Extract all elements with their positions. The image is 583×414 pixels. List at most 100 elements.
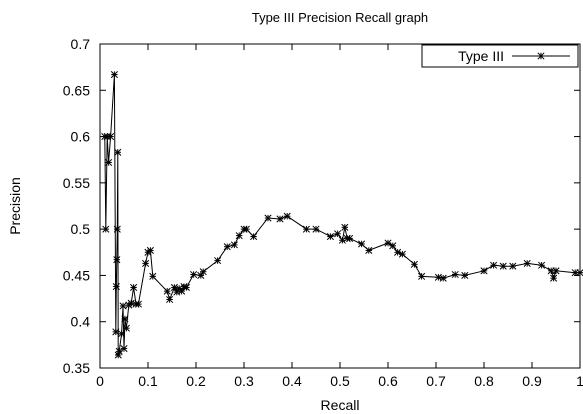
data-point-stroke xyxy=(146,246,154,254)
y-tick-label: 0.65 xyxy=(63,82,90,98)
y-tick-label: 0.35 xyxy=(63,360,90,376)
data-point-stroke xyxy=(114,148,122,156)
x-tick-label: 0.9 xyxy=(522,373,542,389)
x-tick-label: 0.1 xyxy=(138,373,158,389)
data-point-stroke xyxy=(166,295,174,304)
data-point-stroke xyxy=(230,241,238,249)
data-point xyxy=(358,240,366,248)
data-point xyxy=(302,225,310,233)
data-point-stroke xyxy=(365,246,373,254)
data-point-stroke xyxy=(118,330,126,338)
data-point-stroke xyxy=(214,257,222,265)
data-point xyxy=(334,230,342,238)
x-tick-label: 0.4 xyxy=(282,373,302,389)
data-point-stroke xyxy=(103,133,111,141)
y-axis-label: Precision xyxy=(7,177,23,235)
data-point xyxy=(112,328,120,336)
data-point xyxy=(461,271,469,279)
data-point xyxy=(182,283,190,292)
data-point-stroke xyxy=(113,225,121,233)
data-point xyxy=(122,324,130,332)
data-point xyxy=(264,214,272,222)
data-point-stroke xyxy=(418,272,426,280)
data-point-stroke xyxy=(264,214,272,222)
legend-sample-line xyxy=(512,52,570,60)
data-point-stroke xyxy=(439,274,447,282)
data-point-stroke xyxy=(394,248,402,256)
data-point xyxy=(107,133,115,141)
series-line-type-iii xyxy=(104,74,580,356)
data-point-stroke xyxy=(105,158,113,167)
data-point-stroke xyxy=(276,215,284,223)
x-tick-label: 0.8 xyxy=(474,373,494,389)
data-point xyxy=(499,262,507,270)
data-point-stroke xyxy=(523,259,531,267)
data-point xyxy=(149,272,157,280)
data-point-stroke xyxy=(509,262,517,270)
data-point xyxy=(312,225,320,233)
data-point-stroke xyxy=(190,270,198,279)
data-point xyxy=(538,261,546,269)
data-point xyxy=(134,300,142,308)
x-tick-label: 0.3 xyxy=(234,373,254,389)
data-point-stroke xyxy=(130,283,138,292)
data-point xyxy=(114,148,122,156)
data-point-stroke xyxy=(346,234,354,242)
y-axis-ticks: 0.35 0.4 0.45 0.5 0.55 0.6 0.65 0.7 xyxy=(63,36,580,376)
data-point-stroke xyxy=(121,315,129,323)
data-point xyxy=(102,225,110,233)
legend-label: Type III xyxy=(458,48,504,64)
data-point xyxy=(127,299,135,307)
data-point xyxy=(199,268,207,276)
data-point-stroke xyxy=(334,230,342,238)
data-point xyxy=(537,52,545,60)
data-point xyxy=(130,283,138,292)
data-point-stroke xyxy=(480,267,488,275)
data-point-stroke xyxy=(149,272,157,280)
x-tick-label: 1 xyxy=(576,373,583,389)
y-tick-label: 0.4 xyxy=(71,314,91,330)
y-tick-label: 0.5 xyxy=(71,221,91,237)
x-axis-ticks: 0 0.1 0.2 0.3 0.4 0.5 0.6 0.7 0.8 0.9 1 xyxy=(96,44,583,389)
data-point-stroke xyxy=(451,270,459,279)
data-point xyxy=(552,267,560,275)
data-point-stroke xyxy=(122,324,130,332)
data-point-stroke xyxy=(107,133,115,141)
legend-box xyxy=(421,44,579,68)
data-point-stroke xyxy=(537,52,545,60)
data-point xyxy=(110,70,118,79)
x-tick-label: 0.6 xyxy=(378,373,398,389)
data-point-stroke xyxy=(113,256,121,264)
data-point-stroke xyxy=(410,260,418,268)
data-point-stroke xyxy=(112,282,120,291)
data-point xyxy=(326,232,334,241)
data-point xyxy=(346,234,354,242)
x-axis-label: Recall xyxy=(321,397,360,413)
data-point xyxy=(223,243,231,251)
data-point-stroke xyxy=(312,225,320,233)
data-point-stroke xyxy=(242,225,250,233)
data-point-stroke xyxy=(358,240,366,248)
y-tick-label: 0.6 xyxy=(71,129,91,145)
data-point xyxy=(112,282,120,291)
data-point-stroke xyxy=(102,225,110,233)
y-tick-label: 0.7 xyxy=(71,36,91,52)
data-point-stroke xyxy=(119,302,127,310)
data-point xyxy=(576,269,583,277)
data-point xyxy=(439,274,447,282)
data-point xyxy=(250,232,258,241)
series-layer xyxy=(101,70,583,359)
data-point-stroke xyxy=(538,261,546,269)
data-point-stroke xyxy=(142,259,150,267)
data-point xyxy=(283,212,291,220)
data-point xyxy=(142,259,150,267)
data-point-stroke xyxy=(576,269,583,277)
data-point xyxy=(410,260,418,268)
data-point-stroke xyxy=(199,268,207,276)
data-point xyxy=(451,270,459,279)
data-point xyxy=(105,158,113,167)
data-point xyxy=(389,242,397,250)
data-point xyxy=(166,295,174,304)
data-point xyxy=(341,223,349,231)
